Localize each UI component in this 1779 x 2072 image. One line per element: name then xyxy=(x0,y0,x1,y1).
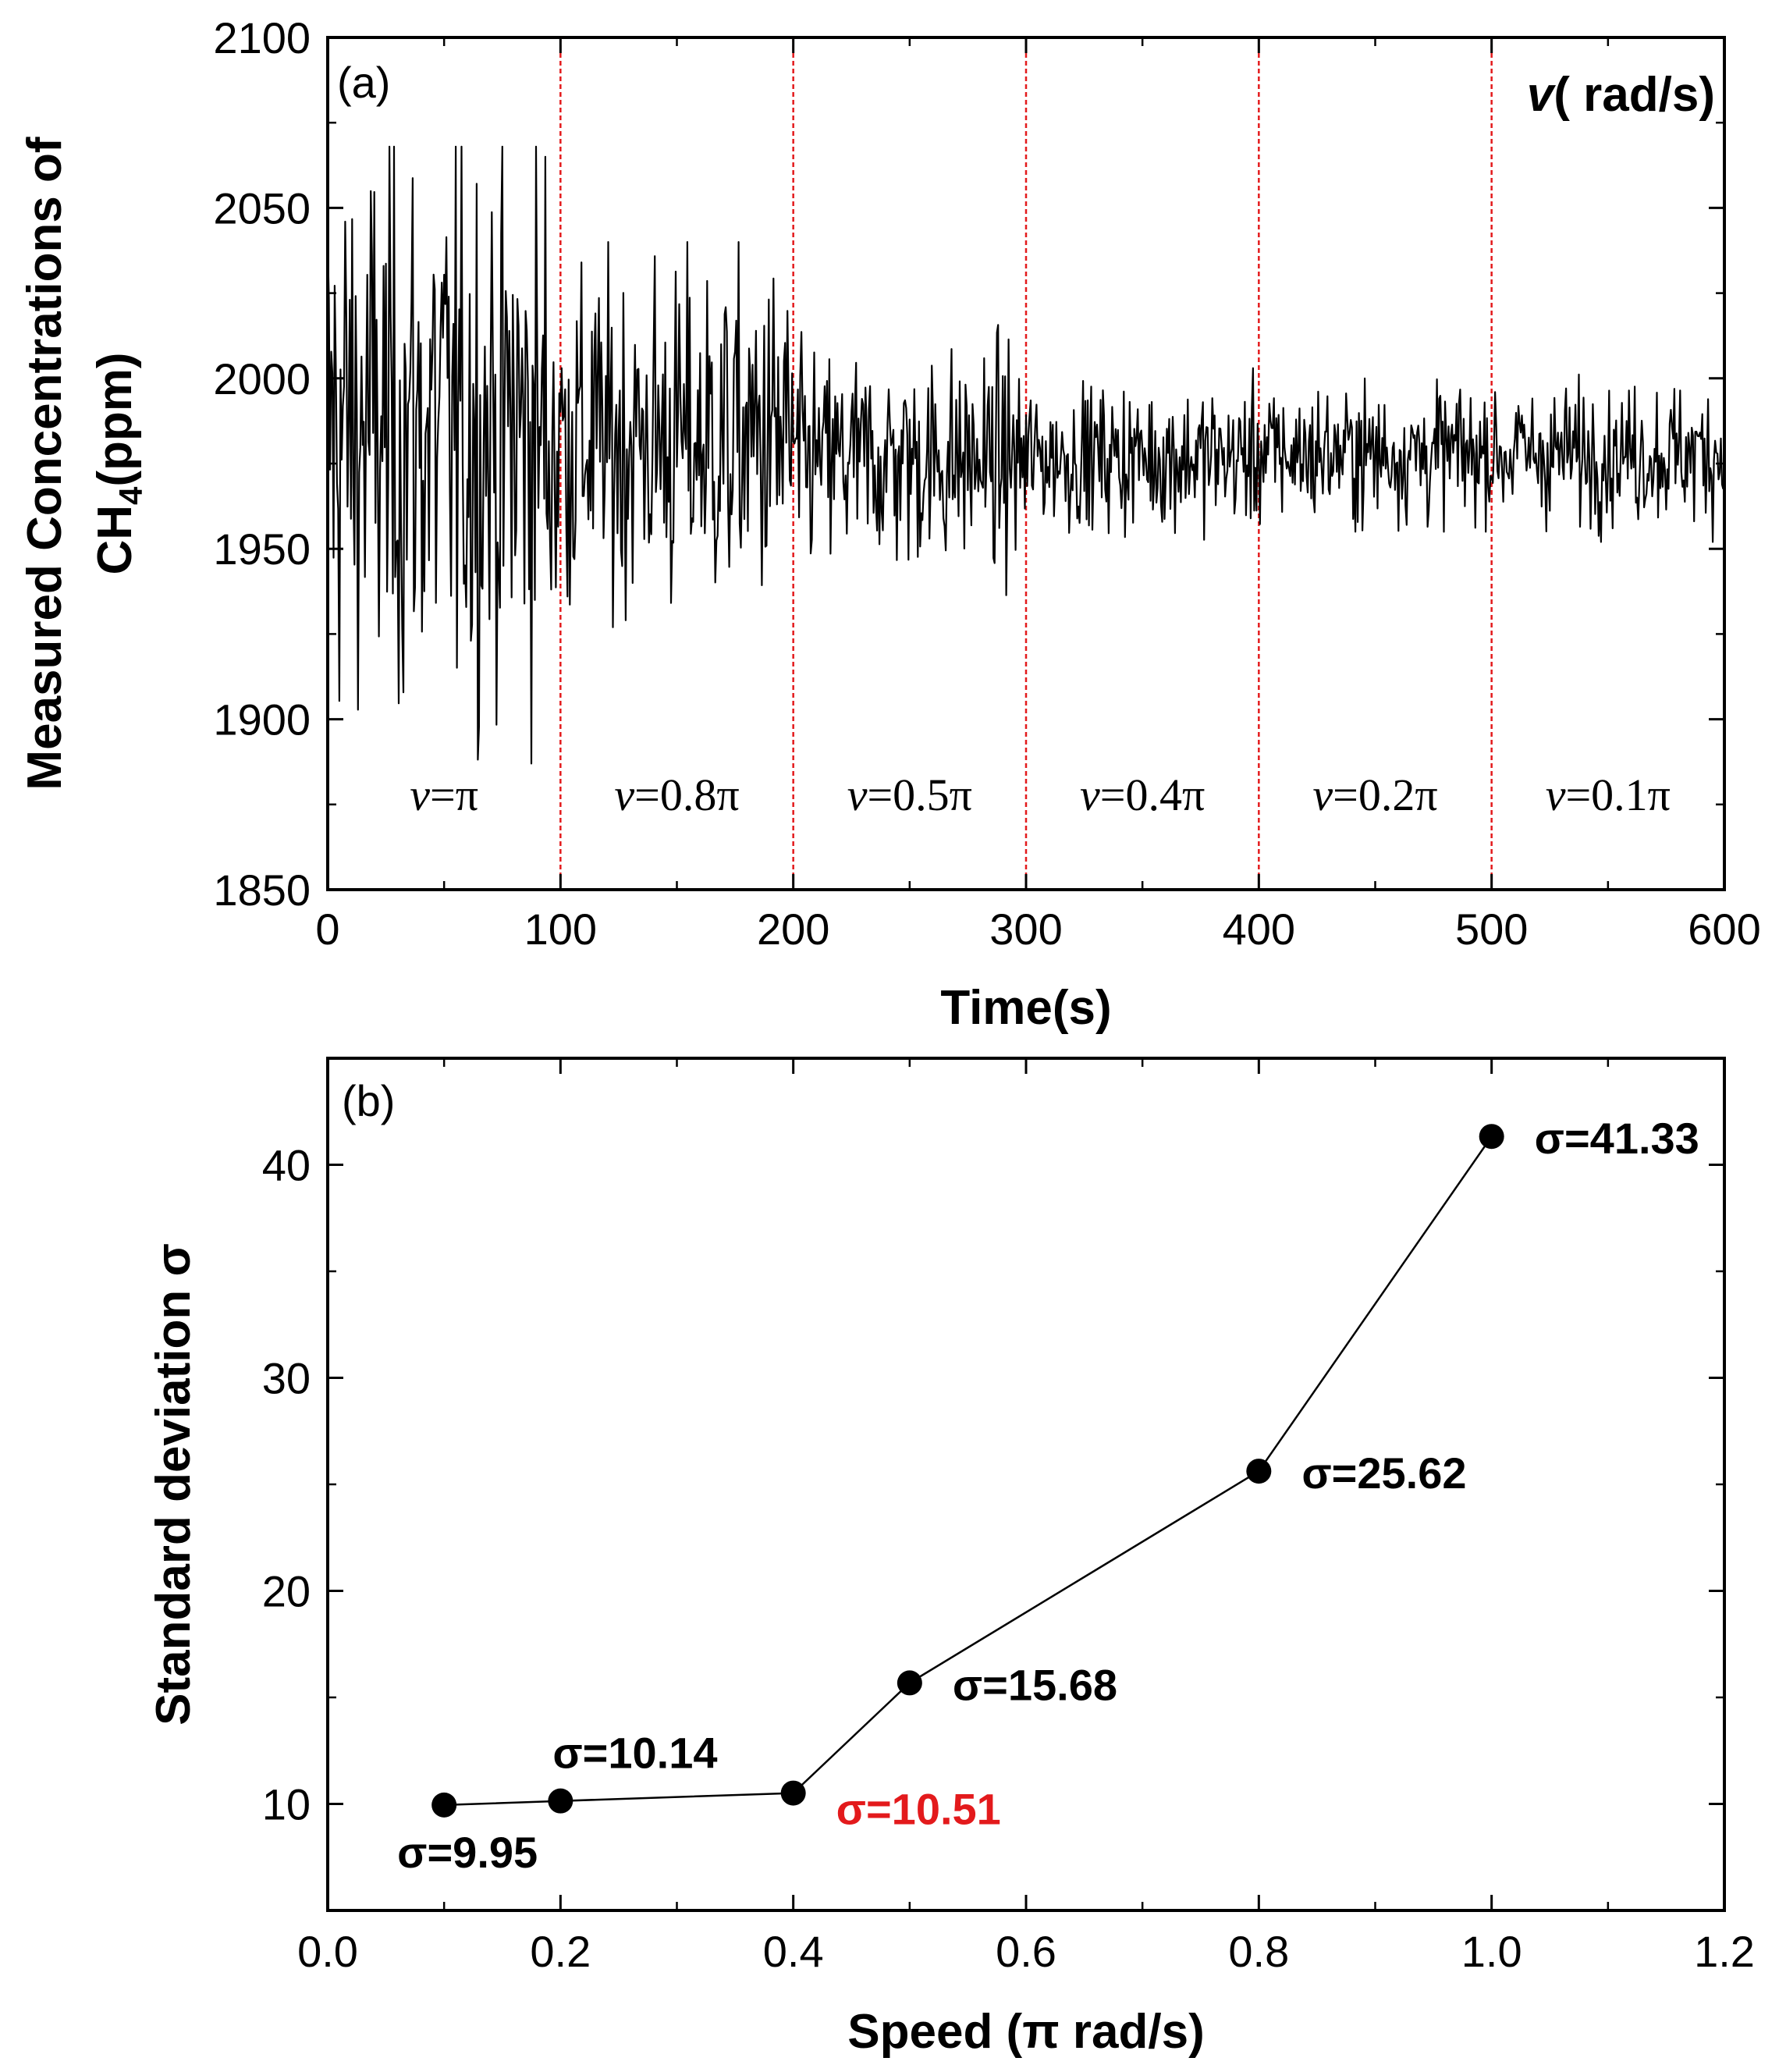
std-point xyxy=(897,1670,922,1696)
panel-b-label: (b) xyxy=(342,1076,395,1125)
x-tick-label-a: 200 xyxy=(757,905,829,954)
panel-a-label: (a) xyxy=(337,58,390,107)
std-annotation: σ=10.14 xyxy=(552,1729,717,1778)
y-tick-label-b: 40 xyxy=(262,1141,311,1190)
x-tick-label-a: 500 xyxy=(1455,905,1528,954)
y-axis-label-a-line2: CH4(ppm) xyxy=(88,352,149,574)
std-annotation: σ=25.62 xyxy=(1301,1448,1466,1498)
region-label: v=0.5π xyxy=(847,769,972,820)
panel-a-ticks: 0 100 200 300 400 500 600 1850 1900 1950 2000 2050 2… xyxy=(213,13,1760,954)
speed-region-labels: v=π v=0.8π v=0.5π v=0.4π v=0.2π v=0.1π xyxy=(410,769,1671,820)
x-tick-label-b: 0.8 xyxy=(1228,1927,1289,1976)
y-tick-label-a: 1900 xyxy=(213,695,311,745)
region-label: v=0.1π xyxy=(1546,769,1671,820)
std-point xyxy=(1479,1124,1504,1150)
x-tick-label-b: 0.4 xyxy=(763,1927,824,1976)
std-line xyxy=(444,1136,1493,1807)
y-tick-label-b: 30 xyxy=(262,1354,311,1403)
x-axis-label-b: Speed (π rad/s) xyxy=(847,2005,1204,2059)
region-label: v=0.2π xyxy=(1312,769,1437,820)
y-axis-label-b: Standard deviation σ xyxy=(147,1243,201,1725)
std-points xyxy=(431,1124,1504,1818)
panel-b-std-vs-speed: σ=9.95 σ=10.14 σ=10.51 σ=15.68 σ=25.62 σ=41.3… xyxy=(147,1057,1755,2059)
panel-a-time-series: 0 100 200 300 400 500 600 1850 1900 1950 2000 2050 2… xyxy=(18,13,1761,1035)
std-annotation: σ=9.95 xyxy=(397,1828,538,1877)
std-annotation: σ=41.33 xyxy=(1535,1114,1699,1163)
std-annotations: σ=9.95 σ=10.14 σ=10.51 σ=15.68 σ=25.62 σ=41.3… xyxy=(397,1114,1699,1877)
x-tick-label-b: 0.0 xyxy=(297,1927,358,1976)
y-tick-label-b: 10 xyxy=(262,1780,311,1829)
y-tick-label-a: 2050 xyxy=(213,183,311,233)
region-label: v=0.4π xyxy=(1080,769,1205,820)
std-point xyxy=(780,1780,806,1806)
panel-b-frame xyxy=(326,1057,1726,1912)
x-tick-label-a: 100 xyxy=(524,905,597,954)
y-tick-label-a: 1950 xyxy=(213,524,311,574)
region-label: v=π xyxy=(410,769,478,820)
x-tick-label-a: 300 xyxy=(989,905,1062,954)
x-tick-label-b: 0.2 xyxy=(530,1927,591,1976)
y-tick-label-a: 2000 xyxy=(213,354,311,403)
unit-label: v( rad/s) xyxy=(1527,68,1715,122)
std-point xyxy=(548,1788,573,1814)
x-tick-label-b: 1.2 xyxy=(1694,1927,1755,1976)
x-tick-label-a: 600 xyxy=(1688,905,1760,954)
ch4-concentration-line xyxy=(326,145,1724,765)
x-axis-label-a: Time(s) xyxy=(940,981,1111,1035)
std-annotation: σ=15.68 xyxy=(953,1660,1117,1709)
y-tick-label-a: 1850 xyxy=(213,865,311,915)
panel-b-ticks: 0.0 0.2 0.4 0.6 0.8 1.0 1.2 10 20 30 40 xyxy=(262,1057,1755,1976)
std-point xyxy=(1246,1459,1272,1484)
std-point xyxy=(431,1792,457,1818)
x-tick-label-b: 0.6 xyxy=(996,1927,1056,1976)
y-tick-label-a: 2100 xyxy=(213,13,311,62)
y-tick-label-b: 20 xyxy=(262,1567,311,1616)
y-axis-label-a-line1: Measured Concentrations of xyxy=(18,137,72,790)
x-tick-label-b: 1.0 xyxy=(1461,1927,1522,1976)
x-tick-label-a: 400 xyxy=(1223,905,1295,954)
std-annotation: σ=10.51 xyxy=(836,1785,1001,1834)
x-tick-label-a: 0 xyxy=(315,905,339,954)
region-label: v=0.8π xyxy=(614,769,739,820)
